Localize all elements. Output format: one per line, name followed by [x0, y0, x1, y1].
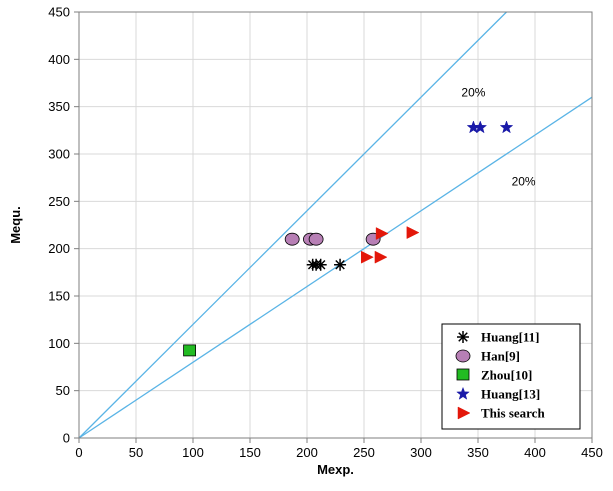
reference-line: [78, 11, 507, 439]
x-tick-label: 450: [581, 445, 603, 460]
x-tick-label: 150: [239, 445, 261, 460]
legend-label: Huang[11]: [481, 330, 540, 345]
y-tick-label: 150: [48, 289, 70, 304]
legend-label: Han[9]: [481, 349, 520, 364]
axis-ticks: 0 50 100 150 200 250 300 350 400 450 0 50 100 150 200 2…: [48, 5, 603, 461]
x-tick-label: 350: [467, 445, 489, 460]
legend-marker: [457, 331, 469, 343]
y-tick-label: 100: [48, 336, 70, 351]
legend-marker: [456, 386, 470, 400]
annotation-label: 20%: [461, 85, 485, 99]
y-tick-label: 300: [48, 147, 70, 162]
legend-label: Huang[13]: [481, 387, 540, 402]
y-axis-title: Mequ.: [8, 206, 23, 244]
data-point-series-3: [499, 120, 514, 134]
annotation-label: 20%: [512, 174, 536, 188]
y-tick-label: 250: [48, 194, 70, 209]
x-axis-title: Mexp.: [317, 462, 354, 477]
y-tick-label: 400: [48, 52, 70, 67]
x-tick-label: 300: [410, 445, 432, 460]
data-point-series-3: [473, 120, 488, 134]
x-tick-label: 250: [353, 445, 375, 460]
data-point-series-4: [375, 227, 389, 240]
data-point-series-2: [183, 344, 196, 357]
y-tick-label: 450: [48, 5, 70, 20]
data-point-series-1: [308, 232, 324, 246]
legend-marker: [457, 406, 471, 420]
x-tick-label: 50: [129, 445, 143, 460]
x-tick-label: 0: [75, 445, 82, 460]
legend-label: Zhou[10]: [481, 368, 532, 383]
legend-marker: [456, 368, 470, 381]
legend-label: This search: [481, 406, 545, 421]
y-tick-label: 200: [48, 241, 70, 256]
data-point-series-4: [406, 226, 420, 239]
y-tick-label: 350: [48, 99, 70, 114]
data-points: [183, 120, 514, 357]
y-tick-label: 50: [56, 383, 70, 398]
legend-marker: [455, 349, 471, 363]
plot-area-border: [78, 11, 593, 439]
reference-lines: [78, 11, 593, 439]
data-point-series-4: [361, 250, 374, 264]
data-point-series-1: [284, 232, 300, 246]
reference-line: [78, 96, 593, 439]
annotations: 20% 20%: [461, 85, 536, 188]
x-tick-label: 200: [296, 445, 318, 460]
data-point-series-0: [334, 258, 347, 271]
y-tick-label: 0: [63, 431, 70, 446]
x-tick-label: 100: [182, 445, 204, 460]
legend: Huang[11] Han[9] Zhou[10] Huang[13] This sea…: [441, 323, 581, 430]
data-point-series-0: [314, 258, 327, 271]
x-tick-label: 400: [524, 445, 546, 460]
data-point-series-4: [374, 250, 388, 264]
